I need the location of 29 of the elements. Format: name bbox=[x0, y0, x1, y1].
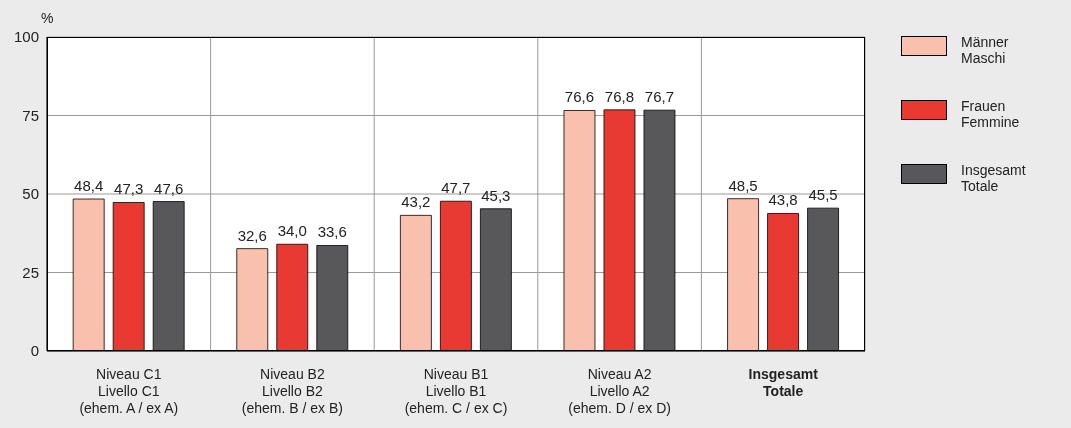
data-label: 48,5 bbox=[728, 176, 758, 194]
data-label: 32,6 bbox=[237, 226, 267, 244]
data-label: 76,6 bbox=[564, 88, 595, 106]
data-label: 43,8 bbox=[768, 191, 798, 209]
x-tick-label: Niveau A2 Livello A2 (ehem. D / ex D) bbox=[568, 366, 671, 416]
y-tick-label: 50 bbox=[22, 185, 39, 203]
y-tick-label: 0 bbox=[30, 342, 39, 360]
legend-label: Insgesamt Totale bbox=[961, 162, 1026, 194]
data-label: 76,7 bbox=[644, 88, 675, 106]
x-tick-label: Niveau C1 Livello C1 (ehem. A / ex A) bbox=[79, 366, 179, 416]
data-label: 45,5 bbox=[808, 186, 838, 204]
data-label: 43,2 bbox=[401, 193, 431, 211]
data-label: 47,3 bbox=[114, 180, 144, 198]
legend-label: Männer Maschi bbox=[961, 34, 1009, 66]
x-tick-label: Insgesamt Totale bbox=[748, 366, 819, 399]
data-label: 33,6 bbox=[317, 223, 347, 241]
y-axis-title: % bbox=[41, 10, 54, 26]
data-label: 34,0 bbox=[277, 222, 307, 240]
legend-label: Frauen Femmine bbox=[961, 98, 1020, 130]
data-label: 76,8 bbox=[604, 87, 635, 105]
data-label: 47,6 bbox=[154, 179, 184, 197]
y-tick-label: 75 bbox=[22, 106, 39, 124]
data-label: 47,7 bbox=[441, 179, 471, 197]
data-label: 48,4 bbox=[74, 177, 104, 195]
x-tick-label: Niveau B1 Livello B1 (ehem. C / ex C) bbox=[404, 366, 508, 416]
y-tick-label: 100 bbox=[13, 28, 39, 46]
data-label: 45,3 bbox=[481, 186, 511, 204]
y-tick-label: 25 bbox=[22, 263, 39, 281]
x-tick-label: Niveau B2 Livello B2 (ehem. B / ex B) bbox=[241, 366, 343, 416]
